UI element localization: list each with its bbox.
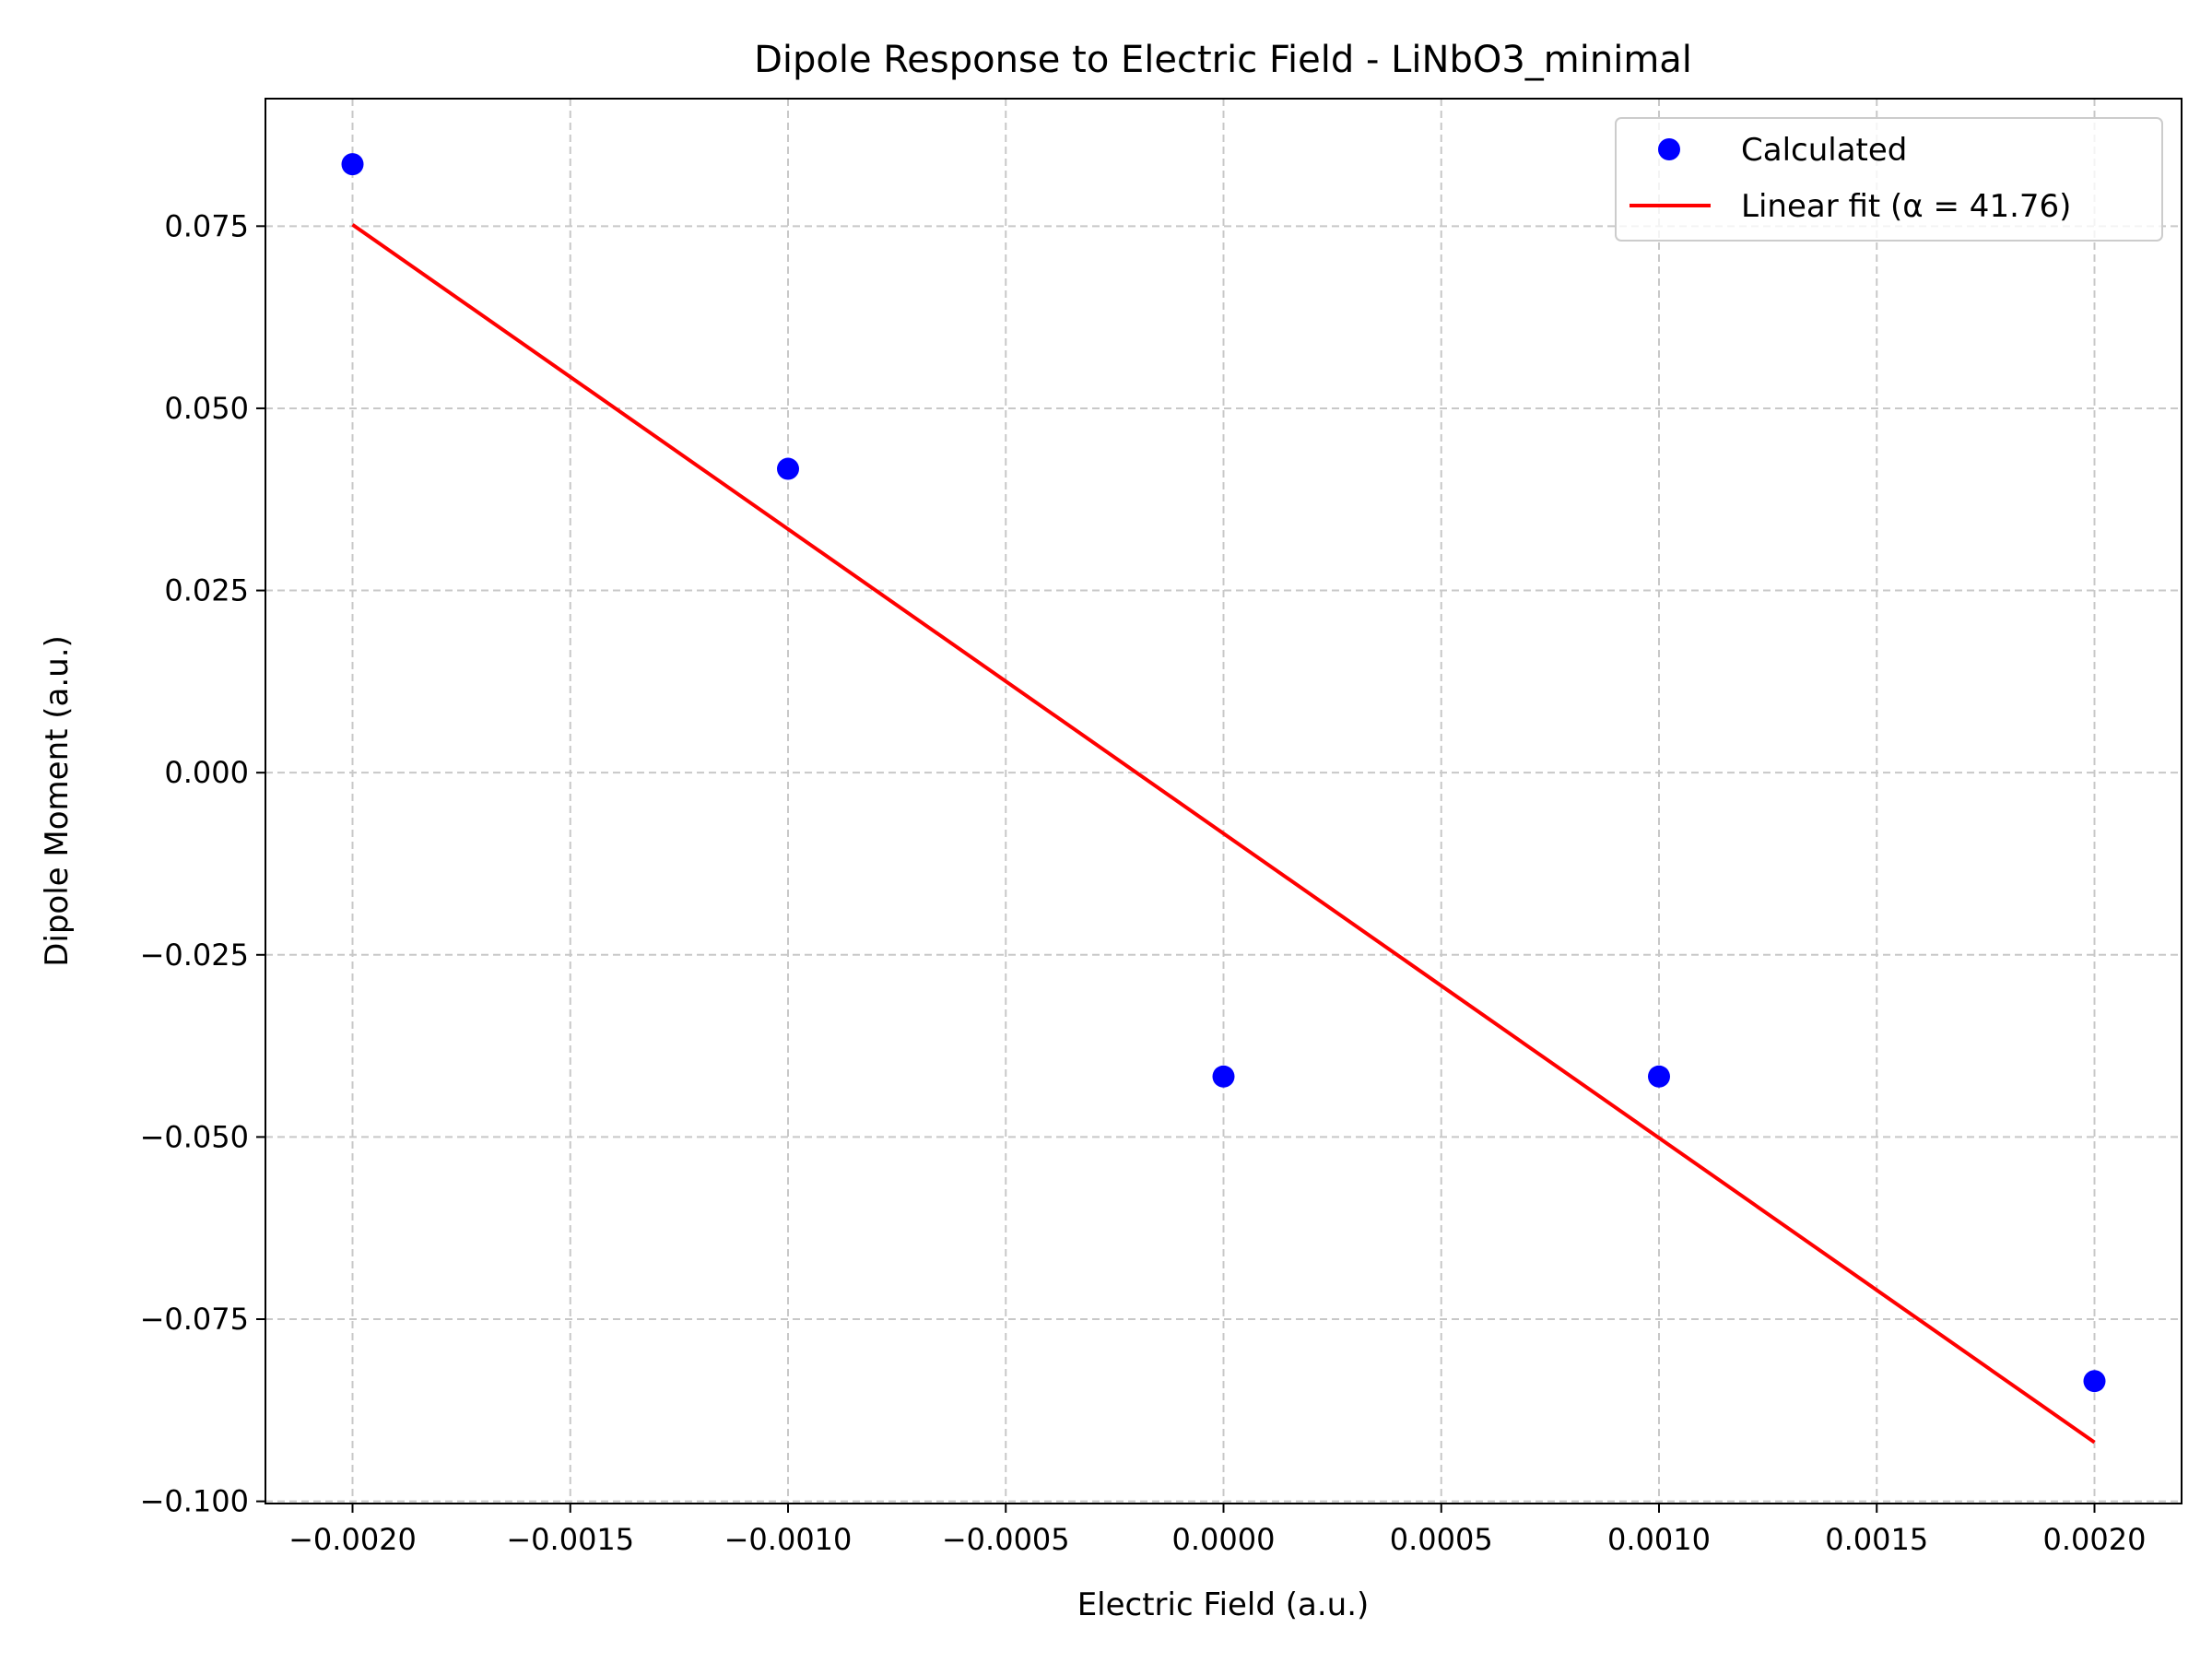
fit-line-layer <box>351 223 2096 1445</box>
scatter-point <box>2083 1370 2106 1393</box>
x-tick-label: −0.0020 <box>288 1522 417 1557</box>
y-tick-label: −0.100 <box>140 1484 249 1519</box>
y-tick-label: 0.000 <box>164 755 249 790</box>
x-tick-label: 0.0005 <box>1390 1522 1493 1557</box>
ticks-layer: −0.0020 −0.0015 −0.0010 −0.0005 0.0000 0.0005… <box>140 208 2147 1557</box>
linear-fit-line <box>351 223 2096 1445</box>
scatter-point <box>341 153 364 176</box>
x-tick-label: 0.0020 <box>2043 1522 2147 1557</box>
x-tick-label: −0.0015 <box>506 1522 634 1557</box>
scatter-point <box>777 457 799 480</box>
x-tick-label: 0.0010 <box>1607 1522 1711 1557</box>
legend-marker-calculated <box>1658 138 1680 160</box>
x-axis-label: Electric Field (a.u.) <box>1077 1586 1370 1623</box>
legend: Calculated Linear fit (α = 41.76) <box>1615 117 2163 242</box>
chart-title: Dipole Response to Electric Field - LiNb… <box>754 39 1692 81</box>
legend-label-linear-fit: Linear fit (α = 41.76) <box>1741 188 2071 225</box>
scatter-point <box>1648 1065 1670 1088</box>
x-tick-label: −0.0005 <box>942 1522 1070 1557</box>
x-tick-label: 0.0015 <box>1825 1522 1928 1557</box>
y-tick-label: 0.075 <box>164 208 249 243</box>
legend-label-calculated: Calculated <box>1741 132 1907 169</box>
scatter-point <box>1212 1065 1235 1088</box>
axes-frame <box>265 98 2183 1504</box>
x-tick-label: 0.0000 <box>1172 1522 1276 1557</box>
y-tick-label: −0.050 <box>140 1119 249 1154</box>
y-tick-label: 0.025 <box>164 573 249 608</box>
scatter-points-layer <box>341 153 2106 1393</box>
y-tick-label: −0.075 <box>140 1302 249 1337</box>
y-axis-label: Dipole Moment (a.u.) <box>39 635 76 967</box>
x-tick-label: −0.0010 <box>724 1522 853 1557</box>
y-tick-label: −0.025 <box>140 938 249 973</box>
legend-box <box>1615 117 2163 242</box>
y-tick-label: 0.050 <box>164 391 249 426</box>
